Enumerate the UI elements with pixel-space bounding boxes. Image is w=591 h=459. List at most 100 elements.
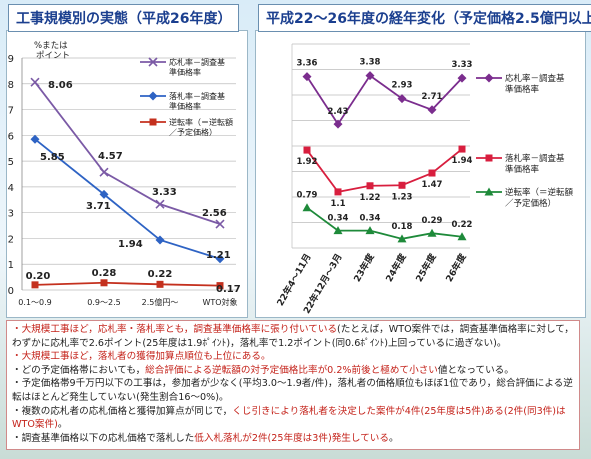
right-data-point — [366, 182, 374, 190]
left-y-tick-label: 3 — [8, 209, 14, 220]
left-legend-label-cont: ／予定価格） — [169, 127, 217, 137]
left-data-point — [155, 199, 165, 209]
right-legend-label: 応札率－調査基 — [505, 73, 565, 84]
right-series-line — [306, 206, 463, 240]
left-legend-swatch-marker — [148, 91, 158, 101]
right-data-label: 2.93 — [392, 81, 413, 91]
left-y-ticks: 0 1 2 3 4 5 6 7 8 9 — [8, 54, 14, 297]
right-data-point — [457, 73, 467, 83]
note-text: 低入札落札が2件(25年度は3件)発生している — [194, 432, 389, 444]
right-data-label: 2.43 — [328, 107, 349, 117]
left-y-tick-label: 9 — [8, 54, 14, 65]
right-data-point — [302, 203, 312, 212]
right-x-tick-label: 24年度 — [383, 251, 409, 284]
right-series-line — [306, 148, 463, 193]
left-x-tick-label: 2.5億円～ — [142, 297, 179, 307]
right-data-label: 0.29 — [422, 216, 443, 226]
left-data-label: 3.71 — [86, 201, 111, 212]
note-text: 値となっている。 — [437, 364, 514, 376]
right-legend-label-cont: ／予定価格） — [505, 198, 556, 209]
left-data-label: 1.94 — [118, 239, 143, 250]
right-data-label: 3.38 — [360, 58, 381, 68]
note-text: 。 — [389, 432, 399, 444]
right-x-tick-label: 26年度 — [443, 251, 469, 284]
left-data-point — [100, 279, 108, 287]
left-y-axis-label: %またはポイント — [34, 41, 70, 61]
left-legend-label: 逆転率（＝逆転額 — [169, 117, 233, 127]
left-series-line — [34, 281, 221, 287]
right-data-point — [365, 226, 375, 235]
right-legend-swatch-marker — [484, 187, 494, 196]
left-data-label: 4.57 — [98, 151, 123, 162]
right-data-label: 1.92 — [297, 157, 318, 167]
note-text: (たとえば，WTO案件では，調査基準価格率に対して，わずかに応札率で2.6ポイン… — [12, 324, 574, 349]
right-data-label: 0.34 — [360, 214, 381, 224]
left-y-tick-label: 0 — [8, 286, 14, 297]
note-text: くじ引きにより落札者を決定した案件が4件(25年度は5件)ある(2件(同3件)は… — [12, 405, 566, 431]
left-data-point — [99, 167, 109, 177]
left-legend-label-cont: 準価格率 — [169, 67, 201, 77]
note-item: ・調査基準価格以下の応札価格で落札した低入札落札が2件(25年度は3件)発生して… — [12, 432, 574, 446]
note-text: ・予定価格帯9千万円以下の工事は，参加者が少なく(平均3.0～1.9者/件)，落… — [12, 378, 573, 403]
right-data-point — [457, 232, 467, 241]
left-data-point — [216, 282, 224, 290]
left-legend-label: 落札率－調査基 — [169, 91, 225, 101]
note-text: ・大規模工事ほど，応札率・落札率とも，調査基準価格率に張り付いている — [12, 324, 338, 335]
right-data-label: 0.18 — [392, 222, 413, 232]
notes-box: ・大規模工事ほど，応札率・落札率とも，調査基準価格率に張り付いている(たとえば，… — [6, 320, 580, 450]
left-data-point — [30, 134, 40, 144]
left-y-tick-label: 1 — [8, 260, 14, 271]
left-data-label: 0.20 — [26, 271, 51, 282]
left-series: 8.06 4.57 3.33 2.56 5.85 3.71 1.94 1.21 0.20 0.28… — [26, 77, 241, 295]
left-data-label: 2.56 — [202, 208, 227, 219]
left-data-point — [215, 219, 225, 229]
right-data-label: 3.33 — [452, 60, 473, 70]
left-data-label: 1.21 — [206, 250, 231, 261]
left-legend-label-cont: 準価格率 — [169, 101, 201, 111]
note-item: ・どの予定価格帯においても，総合評価による逆転額の対予定価格比率が0.2%前後と… — [12, 364, 574, 378]
left-y-tick-label: 4 — [8, 183, 14, 194]
right-chart-title: 平成22～26年度の経年変化（予定価格2.5億円以上） — [258, 4, 591, 32]
left-legend-swatch-marker — [148, 57, 158, 67]
left-chart-title: 工事規模別の実態（平成26年度） — [8, 4, 240, 32]
note-item: ・複数の応札者の応札価格と獲得加算点が同じで，くじ引きにより落札者を決定した案件… — [12, 405, 574, 432]
note-item: ・予定価格帯9千万円以下の工事は，参加者が少なく(平均3.0～1.9者/件)，落… — [12, 377, 574, 404]
note-text: 。 — [57, 419, 68, 431]
note-text: ・どの予定価格帯においても， — [12, 364, 146, 376]
right-data-point — [427, 228, 437, 237]
right-legend-label: 逆転率（＝逆転額 — [505, 187, 574, 198]
left-y-tick-label: 7 — [8, 106, 14, 117]
note-text: ・複数の応札者の応札価格と獲得加算点が同じで， — [12, 405, 233, 417]
left-data-label: 8.06 — [48, 80, 73, 91]
right-legend-label-cont: 準価格率 — [505, 164, 540, 175]
left-chart-panel — [6, 30, 248, 318]
left-data-point — [156, 280, 164, 288]
right-data-label: 1.1 — [330, 199, 345, 209]
right-data-label: 1.22 — [360, 193, 381, 203]
right-data-point — [397, 94, 407, 104]
left-data-point — [30, 77, 40, 87]
right-data-label: 3.36 — [297, 59, 318, 69]
note-text: ・調査基準価格以下の応札価格で落札した — [12, 432, 195, 444]
left-legend-label: 応札率－調査基 — [169, 57, 225, 67]
left-x-ticks: 0.1～0.9 0.9～2.5 2.5億円～ WTO対象 — [18, 297, 237, 307]
right-series-line — [306, 74, 463, 126]
right-x-tick-label: 23年度 — [351, 251, 377, 284]
left-y-axis-label-line: ポイント — [36, 51, 70, 61]
left-legend-swatch-marker — [149, 118, 157, 126]
right-data-label: 1.23 — [392, 192, 413, 202]
left-data-label: 3.33 — [152, 187, 177, 198]
right-data-point — [334, 188, 342, 196]
right-data-point — [458, 145, 466, 153]
left-data-label: 0.28 — [92, 268, 117, 279]
left-y-tick-label: 6 — [8, 131, 14, 142]
left-data-point — [31, 281, 39, 289]
right-data-point — [428, 169, 436, 177]
right-grid — [291, 43, 470, 249]
right-legend-label-cont: 準価格率 — [505, 84, 540, 95]
left-grid — [21, 57, 236, 291]
right-series: 3.36 2.43 3.38 2.93 2.71 3.33 1.92 1.1 1.22 1.23 1… — [297, 58, 473, 243]
right-legend-swatch-marker — [485, 154, 493, 162]
